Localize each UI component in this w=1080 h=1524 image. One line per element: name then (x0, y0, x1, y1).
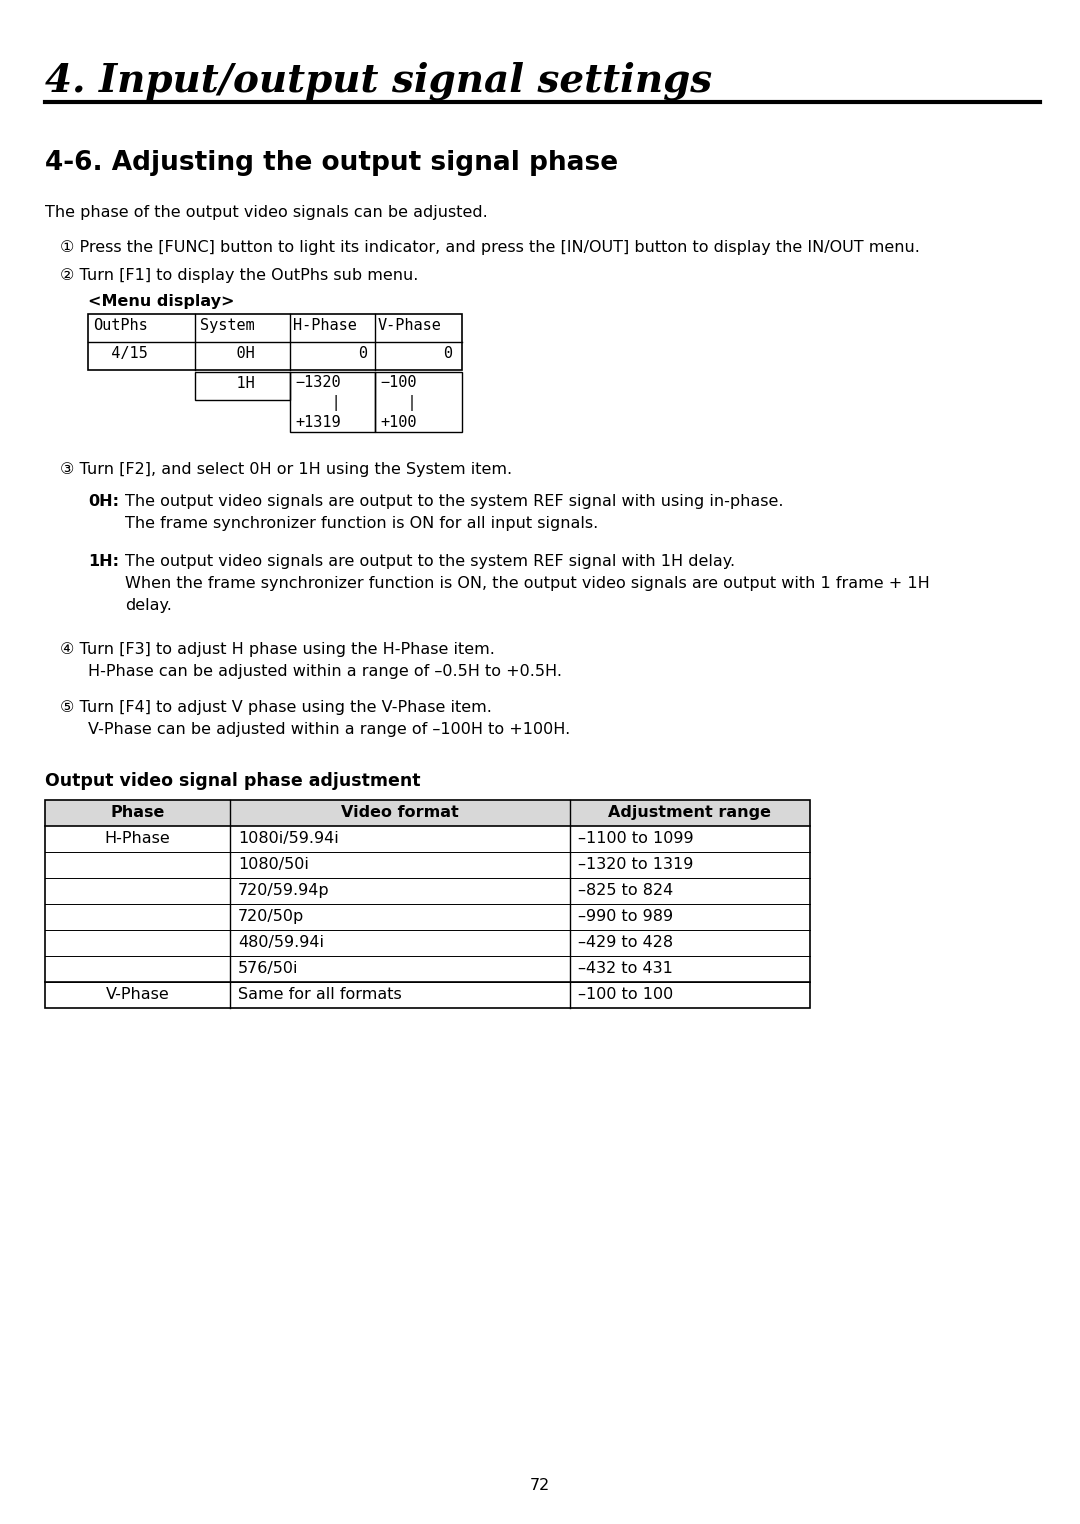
Text: 480/59.94i: 480/59.94i (238, 936, 324, 949)
Text: –1100 to 1099: –1100 to 1099 (578, 831, 693, 846)
Text: H-Phase: H-Phase (105, 831, 171, 846)
Text: H-Phase can be adjusted within a range of –0.5H to +0.5H.: H-Phase can be adjusted within a range o… (87, 664, 562, 680)
Text: +1319: +1319 (295, 415, 340, 430)
Text: ① Press the [FUNC] button to light its indicator, and press the [IN/OUT] button : ① Press the [FUNC] button to light its i… (60, 239, 920, 255)
Text: –432 to 431: –432 to 431 (578, 962, 673, 975)
Text: The output video signals are output to the system REF signal with using in-phase: The output video signals are output to t… (125, 494, 783, 509)
Text: 720/59.94p: 720/59.94p (238, 882, 329, 898)
Text: The phase of the output video signals can be adjusted.: The phase of the output video signals ca… (45, 206, 488, 219)
Text: |: | (380, 395, 417, 411)
Text: H-Phase: H-Phase (293, 319, 356, 334)
Text: <Menu display>: <Menu display> (87, 294, 234, 309)
Text: 4-6. Adjusting the output signal phase: 4-6. Adjusting the output signal phase (45, 149, 618, 175)
Text: –825 to 824: –825 to 824 (578, 882, 673, 898)
Text: 1H: 1H (200, 376, 255, 392)
Text: The frame synchronizer function is ON for all input signals.: The frame synchronizer function is ON fo… (125, 517, 598, 530)
Text: 0: 0 (295, 346, 368, 361)
Text: –429 to 428: –429 to 428 (578, 936, 673, 949)
Text: 0H: 0H (200, 346, 255, 361)
Text: −1320: −1320 (295, 375, 340, 390)
Text: –100 to 100: –100 to 100 (578, 988, 673, 1001)
Text: V-Phase can be adjusted within a range of –100H to +100H.: V-Phase can be adjusted within a range o… (87, 722, 570, 738)
Text: 0H:: 0H: (87, 494, 119, 509)
Text: 576/50i: 576/50i (238, 962, 298, 975)
Text: –990 to 989: –990 to 989 (578, 908, 673, 924)
Text: 1H:: 1H: (87, 555, 119, 568)
Text: V-Phase: V-Phase (378, 319, 442, 334)
Text: 0: 0 (380, 346, 453, 361)
Text: 1080/50i: 1080/50i (238, 856, 309, 872)
Bar (45, 800, 810, 826)
Text: +100: +100 (380, 415, 417, 430)
Bar (375, 372, 462, 431)
Text: OutPhs: OutPhs (93, 319, 148, 334)
Text: Output video signal phase adjustment: Output video signal phase adjustment (45, 773, 420, 789)
Text: Phase: Phase (110, 805, 164, 820)
Bar (291, 372, 375, 431)
Text: ③ Turn [F2], and select 0H or 1H using the System item.: ③ Turn [F2], and select 0H or 1H using t… (60, 462, 512, 477)
Text: –1320 to 1319: –1320 to 1319 (578, 856, 693, 872)
Text: 1080i/59.94i: 1080i/59.94i (238, 831, 339, 846)
Text: 4. Input/output signal settings: 4. Input/output signal settings (45, 62, 712, 101)
Text: 720/50p: 720/50p (238, 908, 305, 924)
Text: Same for all formats: Same for all formats (238, 988, 402, 1001)
Text: delay.: delay. (125, 597, 172, 613)
Text: V-Phase: V-Phase (106, 988, 170, 1001)
Text: The output video signals are output to the system REF signal with 1H delay.: The output video signals are output to t… (125, 555, 735, 568)
Text: ⑤ Turn [F4] to adjust V phase using the V-Phase item.: ⑤ Turn [F4] to adjust V phase using the … (60, 700, 491, 715)
Text: ② Turn [F1] to display the OutPhs sub menu.: ② Turn [F1] to display the OutPhs sub me… (60, 268, 418, 283)
Text: ④ Turn [F3] to adjust H phase using the H-Phase item.: ④ Turn [F3] to adjust H phase using the … (60, 642, 495, 657)
Text: Adjustment range: Adjustment range (608, 805, 771, 820)
Text: Video format: Video format (341, 805, 459, 820)
Text: |: | (295, 395, 340, 411)
Text: 72: 72 (530, 1478, 550, 1494)
Text: −100: −100 (380, 375, 417, 390)
Bar (45, 800, 810, 1007)
Bar (87, 314, 462, 370)
Text: 4/15: 4/15 (93, 346, 148, 361)
Text: When the frame synchronizer function is ON, the output video signals are output : When the frame synchronizer function is … (125, 576, 930, 591)
Text: System: System (200, 319, 255, 334)
Bar (195, 372, 291, 399)
